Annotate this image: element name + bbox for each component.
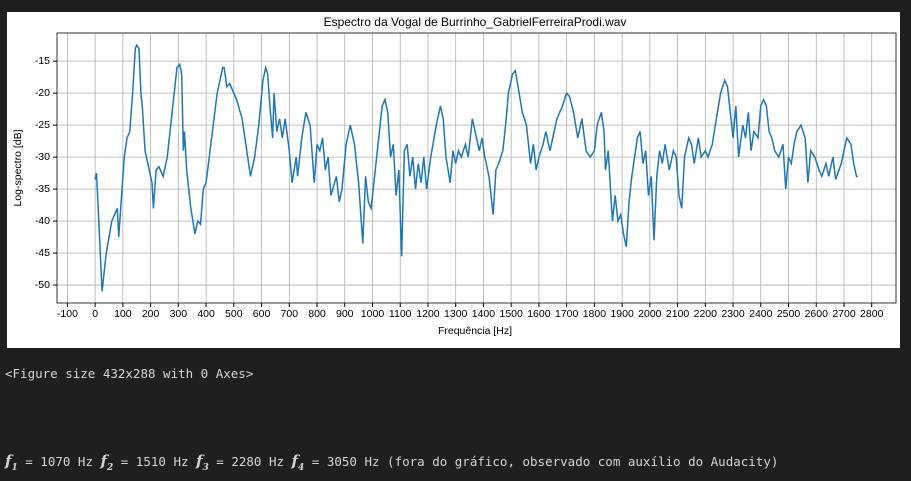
x-tick-label: 2300 bbox=[721, 308, 745, 320]
chart-title: Espectro da Vogal de Burrinho_GabrielFer… bbox=[324, 15, 627, 29]
formant-sub: 3 bbox=[202, 463, 209, 473]
formant-sub: 4 bbox=[298, 463, 305, 473]
formant-symbol: f2 bbox=[100, 452, 114, 473]
y-tick-label: -40 bbox=[35, 215, 50, 227]
x-tick-label: 2200 bbox=[694, 308, 718, 320]
y-tick-label: -30 bbox=[35, 151, 50, 163]
x-tick-label: 1200 bbox=[416, 308, 440, 320]
y-tick-label: -45 bbox=[35, 247, 50, 259]
formant-sub: 2 bbox=[106, 463, 114, 473]
y-tick-label: -35 bbox=[35, 183, 50, 195]
formant-line: f1 = 1070 Hz f2 = 1510 Hz f3 = 2280 Hz f… bbox=[5, 452, 778, 473]
x-tick-label: 1100 bbox=[389, 308, 412, 320]
x-axis-label: Frequência [Hz] bbox=[438, 325, 512, 337]
x-tick-label: 1400 bbox=[472, 308, 496, 320]
formant-text: = 1070 Hz bbox=[17, 454, 101, 469]
formant-symbol: f4 bbox=[291, 452, 305, 473]
x-tick-label: 400 bbox=[197, 308, 215, 320]
x-tick-label: 2400 bbox=[749, 308, 773, 320]
axes-frame bbox=[56, 32, 897, 304]
y-tick-label: -15 bbox=[35, 55, 50, 67]
x-tick-label: 2000 bbox=[638, 308, 662, 320]
x-tick-label: 1300 bbox=[444, 308, 468, 320]
x-tick-label: -100 bbox=[57, 308, 78, 320]
x-tick-label: 500 bbox=[225, 308, 243, 320]
y-tick-label: -25 bbox=[35, 119, 50, 131]
x-tick-label: 900 bbox=[336, 308, 354, 320]
figure: Espectro da Vogal de Burrinho_GabrielFer… bbox=[7, 12, 900, 348]
x-tick-label: 600 bbox=[253, 308, 271, 320]
formant-symbol: f1 bbox=[5, 452, 18, 473]
x-tick-label: 1800 bbox=[583, 308, 607, 320]
x-tick-label: 100 bbox=[114, 308, 132, 320]
formant-text: = 1510 Hz bbox=[113, 454, 197, 469]
x-tick-label: 1600 bbox=[527, 308, 551, 320]
x-tick-label: 1700 bbox=[555, 308, 579, 320]
x-tick-label: 2800 bbox=[860, 308, 884, 320]
x-tick-label: 0 bbox=[92, 308, 98, 320]
data-line bbox=[94, 43, 858, 292]
y-tick-label: -20 bbox=[35, 87, 50, 99]
formant-symbol: f3 bbox=[196, 452, 209, 473]
formant-sub: 1 bbox=[11, 463, 18, 473]
x-tick-label: 1000 bbox=[361, 308, 385, 320]
x-tick-label: 2500 bbox=[777, 308, 801, 320]
x-tick-label: 800 bbox=[308, 308, 326, 320]
x-tick-label: 300 bbox=[170, 308, 188, 320]
x-tick-label: 1500 bbox=[499, 308, 523, 320]
y-axis-label: Log-spectro [dB] bbox=[12, 129, 24, 206]
formant-text: = 3050 Hz (fora do gráfico, observado co… bbox=[304, 454, 779, 469]
x-tick-label: 2100 bbox=[666, 308, 690, 320]
chart: Espectro da Vogal de Burrinho_GabrielFer… bbox=[12, 15, 897, 337]
x-tick-label: 200 bbox=[142, 308, 160, 320]
formant-text: = 2280 Hz bbox=[208, 454, 292, 469]
x-tick-label: 700 bbox=[281, 308, 299, 320]
x-tick-label: 1900 bbox=[610, 308, 634, 320]
y-tick-label: -50 bbox=[35, 279, 50, 291]
x-tick-label: 2600 bbox=[805, 308, 829, 320]
cell-output: <Figure size 432x288 with 0 Axes> bbox=[5, 366, 254, 381]
x-tick-label: 2700 bbox=[832, 308, 856, 320]
